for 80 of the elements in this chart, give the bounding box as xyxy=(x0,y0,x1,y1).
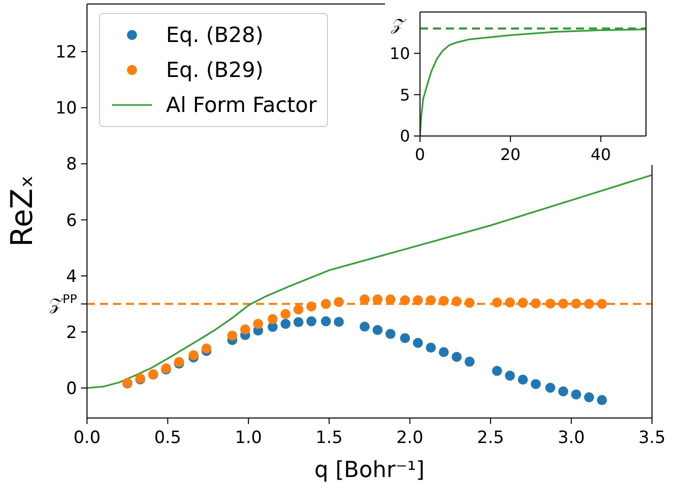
point xyxy=(360,322,370,332)
point xyxy=(293,317,304,328)
point xyxy=(400,295,410,306)
y-tick-label: 10 xyxy=(55,98,77,119)
point xyxy=(504,298,515,308)
point xyxy=(558,298,568,309)
point xyxy=(306,316,316,326)
point xyxy=(504,370,515,381)
point xyxy=(360,294,370,304)
point xyxy=(385,328,396,339)
x-tick-label: 0.5 xyxy=(154,428,182,448)
point xyxy=(240,324,250,334)
point xyxy=(584,298,594,309)
point xyxy=(201,343,212,354)
point xyxy=(412,338,423,348)
point xyxy=(492,366,502,376)
point xyxy=(426,295,436,306)
y-tick-label: 10 xyxy=(390,44,410,63)
y-tick-label: 𝒵$^{PP}$ xyxy=(50,292,77,315)
point xyxy=(530,298,541,308)
x-tick-label: 0 xyxy=(414,145,426,164)
point xyxy=(280,318,291,329)
point xyxy=(268,314,278,324)
y-tick-label: 4 xyxy=(66,266,77,287)
point xyxy=(320,298,331,309)
y-tick-label: 6 xyxy=(66,210,77,231)
point xyxy=(452,352,462,362)
point xyxy=(280,309,291,320)
point xyxy=(518,374,528,385)
y-tick-label: 5 xyxy=(400,85,410,104)
y-tick-label: 2 xyxy=(66,322,77,343)
point xyxy=(452,296,462,306)
point xyxy=(571,389,582,400)
x-axis-title: q [Bohr⁻¹] xyxy=(314,458,425,483)
legend-label: Al Form Factor xyxy=(166,92,317,117)
x-tick-label: 20 xyxy=(500,145,521,164)
point xyxy=(293,304,304,315)
point xyxy=(227,330,238,341)
point xyxy=(306,301,316,312)
point xyxy=(464,298,475,308)
x-tick-label: 0.0 xyxy=(73,428,101,448)
point xyxy=(464,356,475,367)
legend-label: Eq. (B28) xyxy=(166,23,264,48)
point xyxy=(253,318,264,329)
x-tick-label: 40 xyxy=(590,145,611,164)
point xyxy=(334,316,344,327)
point xyxy=(438,347,449,358)
point xyxy=(385,294,396,304)
point xyxy=(372,294,383,304)
legend-label: Eq. (B29) xyxy=(166,58,264,82)
point xyxy=(412,295,423,306)
x-tick-label: 2.0 xyxy=(396,428,424,448)
point xyxy=(518,298,528,308)
point xyxy=(372,324,383,335)
x-tick-label: 2.5 xyxy=(477,428,504,448)
point xyxy=(584,392,594,402)
line-series xyxy=(87,174,652,389)
point xyxy=(426,342,436,353)
point xyxy=(596,298,607,309)
point xyxy=(571,298,582,309)
point xyxy=(400,333,410,344)
x-tick-label: 1.5 xyxy=(316,428,343,448)
point xyxy=(492,298,502,308)
y-tick-label: 12 xyxy=(55,42,77,63)
point xyxy=(320,316,331,326)
point xyxy=(530,379,541,390)
y-tick-label: 0 xyxy=(400,126,410,146)
point xyxy=(596,395,607,406)
x-tick-label: 1.0 xyxy=(234,428,262,448)
y-axis-title: ReZₓ xyxy=(5,175,40,247)
point xyxy=(558,386,568,396)
y-axis-title: 𝒵 xyxy=(390,15,407,34)
point xyxy=(438,296,449,306)
point xyxy=(545,382,556,393)
point xyxy=(545,298,556,309)
x-tick-label: 3.0 xyxy=(558,428,585,448)
point xyxy=(334,296,344,307)
y-tick-label: 8 xyxy=(66,154,77,175)
y-tick-label: 0 xyxy=(66,378,77,399)
x-tick-label: 3.5 xyxy=(638,428,666,448)
